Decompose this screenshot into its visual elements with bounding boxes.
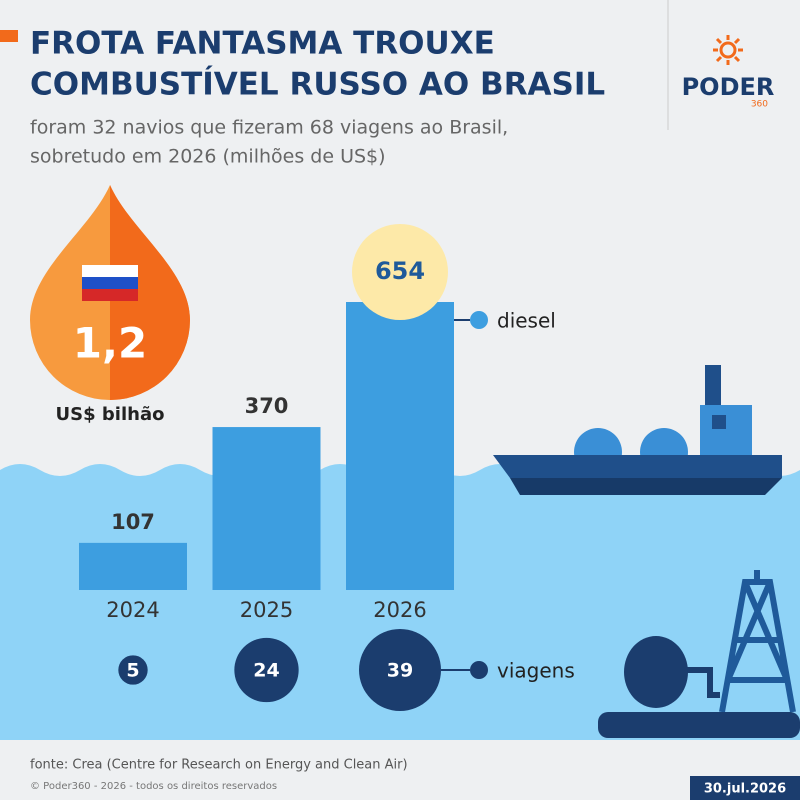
trip-circle — [234, 637, 299, 703]
bar — [79, 542, 187, 590]
total-value: 1,2 — [73, 319, 147, 368]
value-label: 654 — [375, 257, 425, 285]
flag — [82, 265, 138, 277]
tank — [624, 636, 688, 708]
x-tick-label: 2025 — [240, 598, 293, 622]
platform — [598, 712, 800, 738]
flag — [82, 289, 138, 301]
bar — [346, 302, 454, 590]
value-label: 107 — [111, 510, 155, 534]
flag — [82, 277, 138, 289]
logo-suffix: 360 — [751, 100, 768, 110]
drop-shade — [110, 185, 190, 400]
title: COMBUSTÍVEL RUSSO AO BRASIL — [30, 67, 605, 103]
total-unit: US$ bilhão — [56, 404, 165, 425]
ship — [493, 365, 782, 495]
legend-dot — [470, 661, 488, 679]
value-label: 370 — [245, 394, 289, 418]
date: 30.jul.2026 — [704, 782, 786, 797]
title: FROTA FANTASMA TROUXE — [30, 26, 495, 62]
logo-icon — [713, 35, 743, 65]
x-tick-label: 2026 — [373, 598, 426, 622]
water — [0, 464, 800, 740]
oil-rig — [680, 570, 796, 713]
legend-label: diesel — [497, 309, 556, 333]
subtitle: foram 32 navios que fizeram 68 viagens a… — [30, 117, 508, 139]
trip-label: 24 — [253, 660, 279, 682]
logo-name: PODER — [682, 73, 775, 101]
source: fonte: Crea (Centre for Research on Ener… — [30, 758, 408, 773]
accent — [0, 30, 18, 42]
trip-label: 39 — [387, 660, 413, 682]
footer-bg — [0, 740, 800, 800]
bar — [212, 427, 321, 590]
copyright: © Poder360 - 2026 - todos os direitos re… — [30, 781, 277, 792]
trip-label: 5 — [126, 660, 139, 682]
trip-circle — [359, 629, 441, 711]
subtitle: sobretudo em 2026 (milhões de US$) — [30, 146, 386, 168]
highlight — [352, 224, 448, 320]
date-box — [690, 776, 800, 800]
x-tick-label: 2024 — [106, 598, 159, 622]
legend-dot — [470, 311, 488, 329]
legend-label: viagens — [497, 659, 575, 683]
trip-circle — [118, 655, 148, 685]
